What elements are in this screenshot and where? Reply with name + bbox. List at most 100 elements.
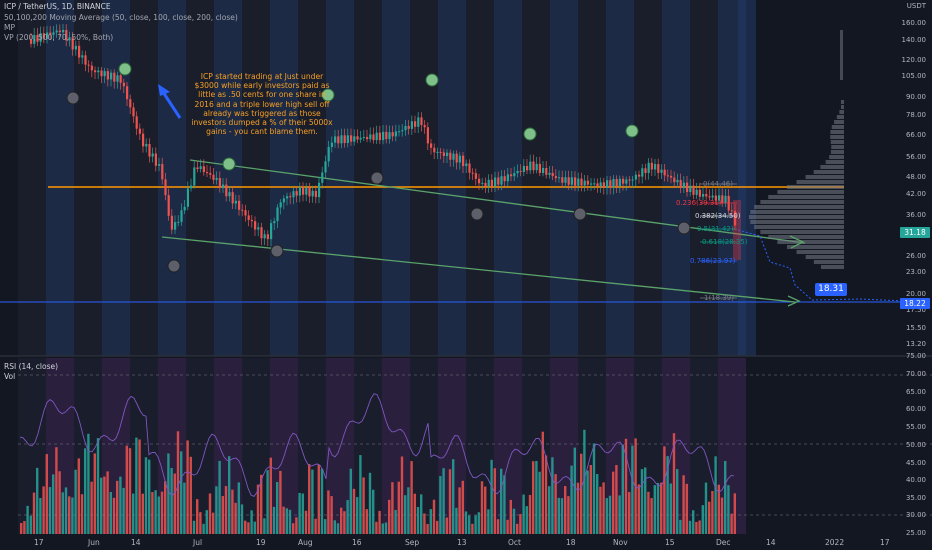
volume-bar bbox=[644, 467, 647, 534]
candle-body bbox=[324, 161, 327, 173]
background-stripe bbox=[242, 0, 270, 356]
candle-body bbox=[625, 179, 628, 184]
candle-body bbox=[129, 99, 132, 108]
background-stripe bbox=[130, 0, 158, 356]
volume-bar bbox=[560, 498, 564, 534]
rsi-title[interactable]: RSI (14, close) bbox=[4, 362, 59, 371]
candle-body bbox=[548, 172, 551, 175]
candle-body bbox=[106, 71, 109, 80]
volume-bar bbox=[503, 475, 506, 534]
candle-body bbox=[609, 180, 612, 188]
volume-bar bbox=[493, 468, 496, 534]
candle-body bbox=[679, 179, 682, 189]
volume-bar bbox=[224, 486, 228, 534]
price-axis-label: 23.00 bbox=[905, 268, 926, 276]
currency-label: USDT bbox=[906, 2, 926, 10]
candle-body bbox=[87, 64, 90, 66]
candle-body bbox=[55, 30, 58, 33]
candle-body bbox=[538, 163, 541, 173]
fib-level-label: 1(18.39) bbox=[704, 294, 734, 302]
candle-body bbox=[353, 136, 356, 142]
volume-bar bbox=[343, 511, 346, 534]
pivot-high-marker bbox=[625, 124, 639, 138]
candle-body bbox=[241, 209, 244, 211]
volume-bar bbox=[256, 484, 260, 534]
volume-bar bbox=[650, 498, 653, 534]
time-axis-label: Jun bbox=[88, 538, 100, 547]
candle-body bbox=[612, 179, 615, 188]
candle-body bbox=[414, 121, 417, 127]
candle-body bbox=[94, 70, 97, 73]
volume-bar bbox=[266, 470, 269, 534]
symbol-title[interactable]: ICP / TetherUS, 1D, BINANCE bbox=[4, 2, 111, 11]
volume-bar bbox=[688, 520, 692, 534]
candle-body bbox=[430, 143, 433, 148]
volume-bar bbox=[423, 513, 426, 534]
volume-bar bbox=[704, 482, 708, 534]
candle-body bbox=[590, 183, 593, 185]
volume-bar bbox=[260, 474, 263, 534]
volume-bar bbox=[234, 502, 237, 534]
candle-body bbox=[247, 215, 250, 220]
volume-bar bbox=[586, 470, 589, 534]
fib-level-label: 0.5(31.42) bbox=[697, 225, 734, 233]
candle-body bbox=[110, 72, 113, 80]
candle-body bbox=[526, 165, 529, 171]
annotation-text[interactable]: ICP started trading at Just under $3000 … bbox=[191, 72, 333, 137]
rsi-axis-label: 75.00 bbox=[905, 352, 926, 360]
candle-body bbox=[158, 164, 161, 166]
volume-bar bbox=[368, 472, 372, 534]
candle-body bbox=[254, 221, 257, 230]
candle-body bbox=[71, 37, 74, 50]
volume-bar bbox=[301, 493, 304, 534]
current-price-tag: 31.18 bbox=[900, 227, 930, 238]
fib-level-label: 0.786(23.97) bbox=[690, 257, 736, 265]
volume-bar bbox=[669, 483, 672, 534]
volume-profile-bar bbox=[805, 175, 844, 179]
target-price-label[interactable]: 18.31 bbox=[815, 283, 847, 296]
candle-body bbox=[273, 221, 276, 224]
volume-profile-bar bbox=[750, 220, 844, 224]
volume-bar bbox=[20, 523, 23, 534]
volume-profile-bar bbox=[777, 190, 844, 194]
rsi-axis-label: 50.00 bbox=[905, 441, 926, 449]
candle-body bbox=[103, 71, 106, 77]
annotation-arrow-head bbox=[158, 84, 170, 96]
candle-body bbox=[516, 171, 519, 174]
background-stripe bbox=[634, 0, 662, 356]
volume-profile-legend[interactable]: VP (200, 500, 70, 50%, Both) bbox=[4, 33, 114, 42]
background-stripe bbox=[466, 0, 494, 356]
volume-title[interactable]: Vol bbox=[4, 372, 16, 381]
volume-bar bbox=[103, 476, 106, 534]
volume-bar bbox=[304, 510, 308, 534]
volume-bar bbox=[519, 514, 522, 534]
mp-indicator-legend[interactable]: MP bbox=[4, 23, 15, 32]
volume-bar bbox=[192, 520, 196, 534]
candle-body bbox=[401, 130, 404, 132]
volume-bar bbox=[282, 506, 285, 534]
volume-bar bbox=[311, 469, 314, 534]
volume-bar bbox=[330, 496, 333, 534]
volume-bar bbox=[148, 459, 151, 534]
volume-bar bbox=[628, 492, 631, 534]
channel-arrow bbox=[787, 295, 801, 307]
candle-body bbox=[100, 70, 103, 77]
pivot-high-marker bbox=[321, 88, 335, 102]
candle-body bbox=[282, 198, 285, 203]
candle-body bbox=[314, 190, 317, 198]
time-axis-label: 13 bbox=[457, 538, 467, 547]
candle-body bbox=[446, 152, 449, 157]
candle-body bbox=[580, 178, 583, 186]
candle-body bbox=[730, 210, 733, 212]
volume-bar bbox=[189, 456, 192, 534]
price-axis-label: 17.50 bbox=[905, 306, 926, 314]
time-axis-label: 15 bbox=[665, 538, 675, 547]
volume-bar bbox=[458, 487, 461, 534]
volume-profile-bar bbox=[796, 180, 844, 184]
candle-body bbox=[97, 70, 100, 73]
time-axis-label: 17 bbox=[34, 538, 44, 547]
moving-average-legend[interactable]: 50,100,200 Moving Average (50, close, 10… bbox=[4, 13, 238, 22]
candle-body bbox=[135, 116, 138, 129]
volume-bar bbox=[410, 461, 413, 534]
